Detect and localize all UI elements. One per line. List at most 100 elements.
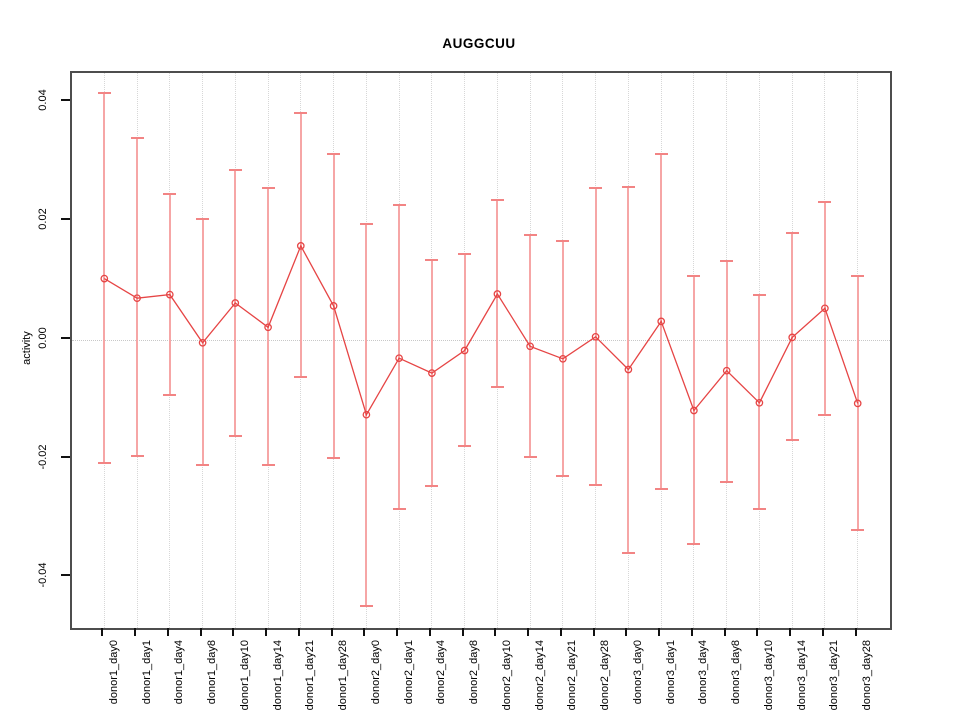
error-bar-cap (130, 455, 144, 458)
data-point (591, 332, 600, 341)
x-tick-label: donor2_day28 (599, 640, 612, 711)
x-tick-label: donor1_day21 (304, 640, 317, 711)
error-bar-cap (327, 457, 341, 460)
error-bar-cap (523, 455, 537, 458)
x-axis-tick (461, 628, 464, 636)
x-axis-tick (690, 628, 693, 636)
y-tick-label: 0.02 (37, 208, 49, 230)
series-layer (100, 242, 862, 419)
data-point (690, 406, 698, 415)
series-line (103, 244, 859, 417)
x-axis-tick (559, 628, 562, 636)
error-bar-cap (392, 203, 406, 206)
data-point (526, 342, 534, 351)
x-tick-label: donor3_day28 (861, 640, 874, 711)
error-bar-cap (589, 483, 603, 486)
x-axis-tick (723, 628, 726, 636)
error-bar-cap (490, 386, 504, 389)
data-point (395, 354, 403, 363)
x-tick-label: donor1_day14 (271, 640, 284, 711)
x-tick-label: donor1_day1 (140, 640, 153, 705)
x-tick-label: donor1_day0 (107, 640, 120, 705)
x-tick-label: donor3_day4 (697, 640, 710, 705)
x-tick-label: donor2_day21 (566, 640, 579, 711)
data-point (559, 354, 567, 363)
data-point (329, 302, 338, 310)
x-tick-label: donor1_day28 (337, 640, 350, 711)
error-bar-cap (851, 528, 865, 531)
error-bar-stem (136, 138, 139, 457)
error-bar-cap (458, 444, 472, 447)
x-tick-label: donor2_day14 (533, 640, 546, 711)
error-bar-cap (654, 487, 668, 490)
error-bar-cap (818, 200, 832, 203)
x-tick-label: donor1_day8 (206, 640, 219, 705)
error-bar-cap (130, 137, 144, 140)
x-tick-label: donor1_day10 (238, 640, 251, 711)
x-axis-tick (330, 628, 333, 636)
x-axis-tick (821, 628, 824, 636)
data-point (657, 317, 666, 326)
error-bar-cap (458, 253, 472, 256)
x-axis-tick (232, 628, 235, 636)
error-bar-cap (687, 275, 701, 278)
x-tick-label: donor3_day0 (631, 640, 644, 705)
error-bar-cap (425, 259, 439, 262)
error-bar-stem (103, 93, 106, 464)
y-tick-label: 0.04 (37, 89, 49, 111)
error-bar-cap (261, 463, 275, 466)
y-tick-label: 0.00 (37, 327, 49, 349)
y-axis-tick (61, 574, 70, 577)
error-bar-cap (196, 464, 210, 467)
error-bar-cap (818, 413, 832, 416)
error-bar-cap (97, 462, 111, 465)
error-bar-stem (398, 204, 401, 510)
data-point (788, 333, 797, 342)
chart-title: AUGGCUU (442, 36, 516, 51)
error-bar-cap (752, 293, 766, 296)
data-point (460, 346, 469, 355)
error-bar-stem (791, 232, 794, 440)
x-axis-tick (756, 628, 759, 636)
x-tick-label: donor1_day4 (173, 640, 186, 705)
data-point (165, 290, 174, 299)
error-bar-cap (163, 394, 177, 397)
error-bar-cap (425, 484, 439, 487)
error-bar-cap (785, 231, 799, 234)
x-axis-tick (363, 628, 366, 636)
x-axis-tick (592, 628, 595, 636)
y-tick-label: -0.04 (37, 562, 49, 589)
zero-reference-line (72, 339, 890, 341)
x-axis-tick (199, 628, 202, 636)
x-axis-tick (428, 628, 431, 636)
error-bar-cap (294, 375, 308, 378)
data-point (231, 299, 240, 307)
data-point (296, 242, 305, 250)
error-bar-cap (621, 186, 635, 189)
y-axis-tick (61, 455, 70, 458)
error-bar-cap (556, 240, 570, 243)
y-axis-tick (61, 99, 70, 102)
error-bar-cap (851, 274, 865, 277)
error-bar-cap (359, 222, 373, 225)
y-axis-tick (61, 336, 70, 339)
data-point (624, 365, 633, 374)
x-tick-label: donor2_day10 (500, 640, 513, 711)
y-axis-label: activity (21, 331, 33, 365)
x-axis-tick (789, 628, 792, 636)
error-bar-cap (261, 187, 275, 190)
data-point (133, 294, 141, 303)
x-tick-label: donor3_day21 (828, 640, 841, 711)
data-point (493, 290, 502, 298)
error-bar-cap (294, 112, 308, 115)
x-tick-label: donor3_day1 (664, 640, 677, 705)
data-point (100, 274, 109, 283)
x-axis-tick (494, 628, 497, 636)
x-tick-label: donor2_day0 (369, 640, 382, 705)
data-point (722, 366, 731, 375)
error-bar-cap (196, 218, 210, 221)
y-tick-label: -0.02 (37, 444, 49, 470)
error-bar-cap (97, 92, 111, 95)
x-axis-tick (854, 628, 857, 636)
plot-area (70, 71, 892, 630)
